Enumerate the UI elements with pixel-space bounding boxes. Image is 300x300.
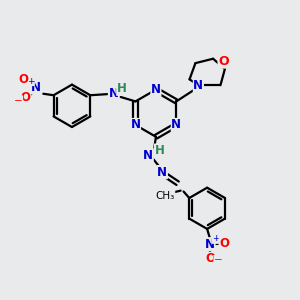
Text: O: O <box>21 91 31 104</box>
Text: O: O <box>19 73 28 86</box>
Text: O: O <box>218 55 229 68</box>
Text: +: + <box>27 76 34 85</box>
Text: N: N <box>205 238 215 251</box>
Text: N: N <box>31 81 41 94</box>
Text: H: H <box>117 82 127 95</box>
Text: O: O <box>219 237 229 250</box>
Text: N: N <box>108 87 118 100</box>
Text: N: N <box>143 148 153 161</box>
Text: N: N <box>130 118 140 131</box>
Text: CH₃: CH₃ <box>156 190 175 201</box>
Text: N: N <box>151 83 161 96</box>
Text: −: − <box>214 255 223 266</box>
Text: N: N <box>158 166 167 178</box>
Text: N: N <box>171 118 181 131</box>
Text: N: N <box>194 79 203 92</box>
Text: O: O <box>205 252 215 266</box>
Text: +: + <box>212 234 220 243</box>
Text: H: H <box>154 144 164 157</box>
Text: −: − <box>14 96 23 106</box>
